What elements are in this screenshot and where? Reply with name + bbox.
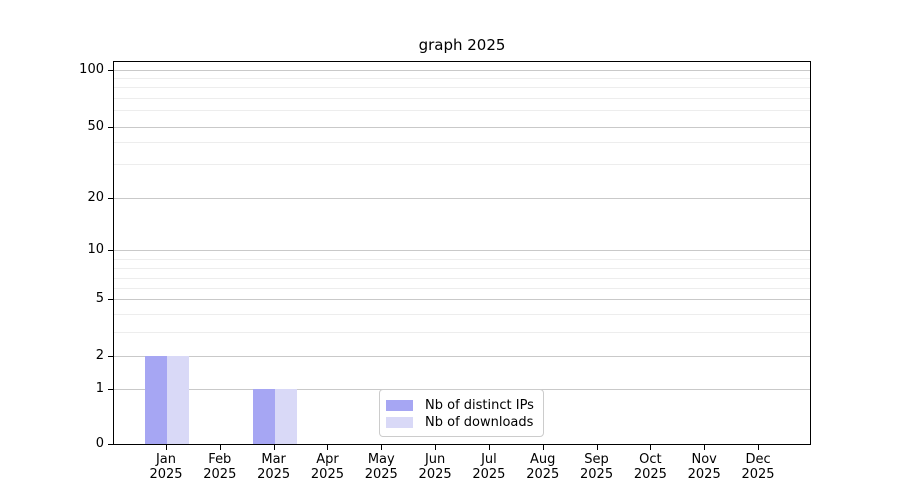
x-axis-tick-label: Jan 2025 xyxy=(139,452,193,482)
x-label-year: 2025 xyxy=(741,467,775,482)
gridline-minor xyxy=(114,268,810,269)
x-label-year: 2025 xyxy=(203,467,237,482)
legend-swatch xyxy=(386,417,413,428)
x-label-month: Oct xyxy=(639,452,662,467)
x-axis-tick-label: Feb 2025 xyxy=(193,452,247,482)
y-axis-tick-label: 20 xyxy=(87,190,104,205)
y-axis-tick-label: 1 xyxy=(95,381,104,396)
y-axis-tick-label: 2 xyxy=(95,348,104,363)
x-label-year: 2025 xyxy=(526,467,560,482)
x-axis-tick-mark xyxy=(166,445,167,450)
gridline-major xyxy=(114,127,810,128)
gridline-minor xyxy=(114,288,810,289)
x-axis-tick-label: Jul 2025 xyxy=(462,452,516,482)
x-label-month: Jun xyxy=(424,452,446,467)
y-axis-tick-label: 0 xyxy=(95,436,104,451)
x-label-year: 2025 xyxy=(310,467,344,482)
x-label-month: Dec xyxy=(745,452,771,467)
gridline-minor xyxy=(114,332,810,333)
gridline-minor xyxy=(114,259,810,260)
x-label-month: Jan xyxy=(155,452,177,467)
y-axis-tick-mark xyxy=(108,198,113,199)
y-axis-tick-mark xyxy=(108,389,113,390)
x-axis-tick-mark xyxy=(273,445,275,450)
gridline-minor xyxy=(114,110,810,111)
x-axis-tick-mark xyxy=(488,445,490,450)
bar-downloads xyxy=(167,356,189,444)
x-axis-tick-mark xyxy=(219,445,221,450)
y-axis-tick-label: 5 xyxy=(95,291,104,306)
x-label-year: 2025 xyxy=(633,467,667,482)
legend-item: Nb of downloads xyxy=(386,414,535,431)
legend-item: Nb of distinct IPs xyxy=(386,397,535,414)
y-axis-tick-mark xyxy=(108,444,113,445)
gridline-major xyxy=(114,198,810,199)
x-axis-tick-mark xyxy=(704,445,706,450)
x-axis-tick-label: Aug 2025 xyxy=(516,452,570,482)
y-axis-tick-label: 10 xyxy=(87,242,104,257)
y-axis-tick-mark xyxy=(108,127,113,128)
x-label-year: 2025 xyxy=(472,467,506,482)
legend-label: Nb of distinct IPs xyxy=(425,398,534,413)
x-axis-tick-mark xyxy=(327,445,329,450)
x-label-month: Jul xyxy=(481,452,497,467)
gridline-minor xyxy=(114,278,810,279)
x-axis-tick-label: Mar 2025 xyxy=(247,452,301,482)
y-axis-tick-mark xyxy=(108,250,113,251)
x-label-year: 2025 xyxy=(257,467,291,482)
legend-swatch xyxy=(386,400,413,411)
y-axis-tick-mark xyxy=(108,356,113,357)
gridline-minor xyxy=(114,78,810,79)
bar-downloads xyxy=(274,389,297,444)
legend: Nb of distinct IPs Nb of downloads xyxy=(379,389,544,437)
x-label-month: May xyxy=(367,452,395,467)
x-label-month: Apr xyxy=(316,452,339,467)
y-axis-tick-label: 100 xyxy=(79,62,104,77)
x-label-year: 2025 xyxy=(687,467,721,482)
y-axis-tick-mark xyxy=(108,70,113,71)
x-axis-tick-mark xyxy=(596,445,598,450)
x-label-year: 2025 xyxy=(418,467,452,482)
gridline-minor xyxy=(114,87,810,88)
gridline-minor xyxy=(114,142,810,143)
bar-distinct-ips xyxy=(252,389,275,444)
x-axis-tick-label: Nov 2025 xyxy=(677,452,731,482)
gridline-minor xyxy=(114,98,810,99)
gridline-major xyxy=(114,356,810,357)
x-label-month: Mar xyxy=(261,452,286,467)
bar-distinct-ips xyxy=(145,356,167,444)
gridline-minor xyxy=(114,164,810,165)
y-axis-tick-label: 50 xyxy=(87,119,104,134)
gridline-major xyxy=(114,250,810,251)
x-label-year: 2025 xyxy=(364,467,398,482)
x-label-year: 2025 xyxy=(149,467,183,482)
gridline-major xyxy=(114,70,810,71)
x-axis-tick-label: May 2025 xyxy=(354,452,408,482)
x-label-year: 2025 xyxy=(580,467,614,482)
x-label-month: Nov xyxy=(691,452,717,467)
x-axis-tick-mark xyxy=(758,445,760,450)
y-axis-tick-mark xyxy=(108,299,113,300)
chart-title: graph 2025 xyxy=(418,36,506,54)
x-axis-tick-label: Jun 2025 xyxy=(408,452,462,482)
x-axis-tick-label: Dec 2025 xyxy=(731,452,785,482)
x-axis-tick-mark xyxy=(435,445,437,450)
x-axis-tick-mark xyxy=(542,445,544,450)
legend-label: Nb of downloads xyxy=(425,415,534,430)
gridline-minor xyxy=(114,314,810,315)
x-axis-tick-mark xyxy=(650,445,652,450)
x-label-month: Feb xyxy=(208,452,232,467)
x-axis-tick-label: Sep 2025 xyxy=(570,452,624,482)
plot-area: Nb of distinct IPs Nb of downloads xyxy=(113,61,811,445)
x-axis-tick-label: Apr 2025 xyxy=(300,452,354,482)
gridline-major xyxy=(114,299,810,300)
x-axis-tick-label: Oct 2025 xyxy=(623,452,677,482)
x-label-month: Aug xyxy=(530,452,556,467)
x-axis-tick-mark xyxy=(381,445,383,450)
x-label-month: Sep xyxy=(584,452,609,467)
